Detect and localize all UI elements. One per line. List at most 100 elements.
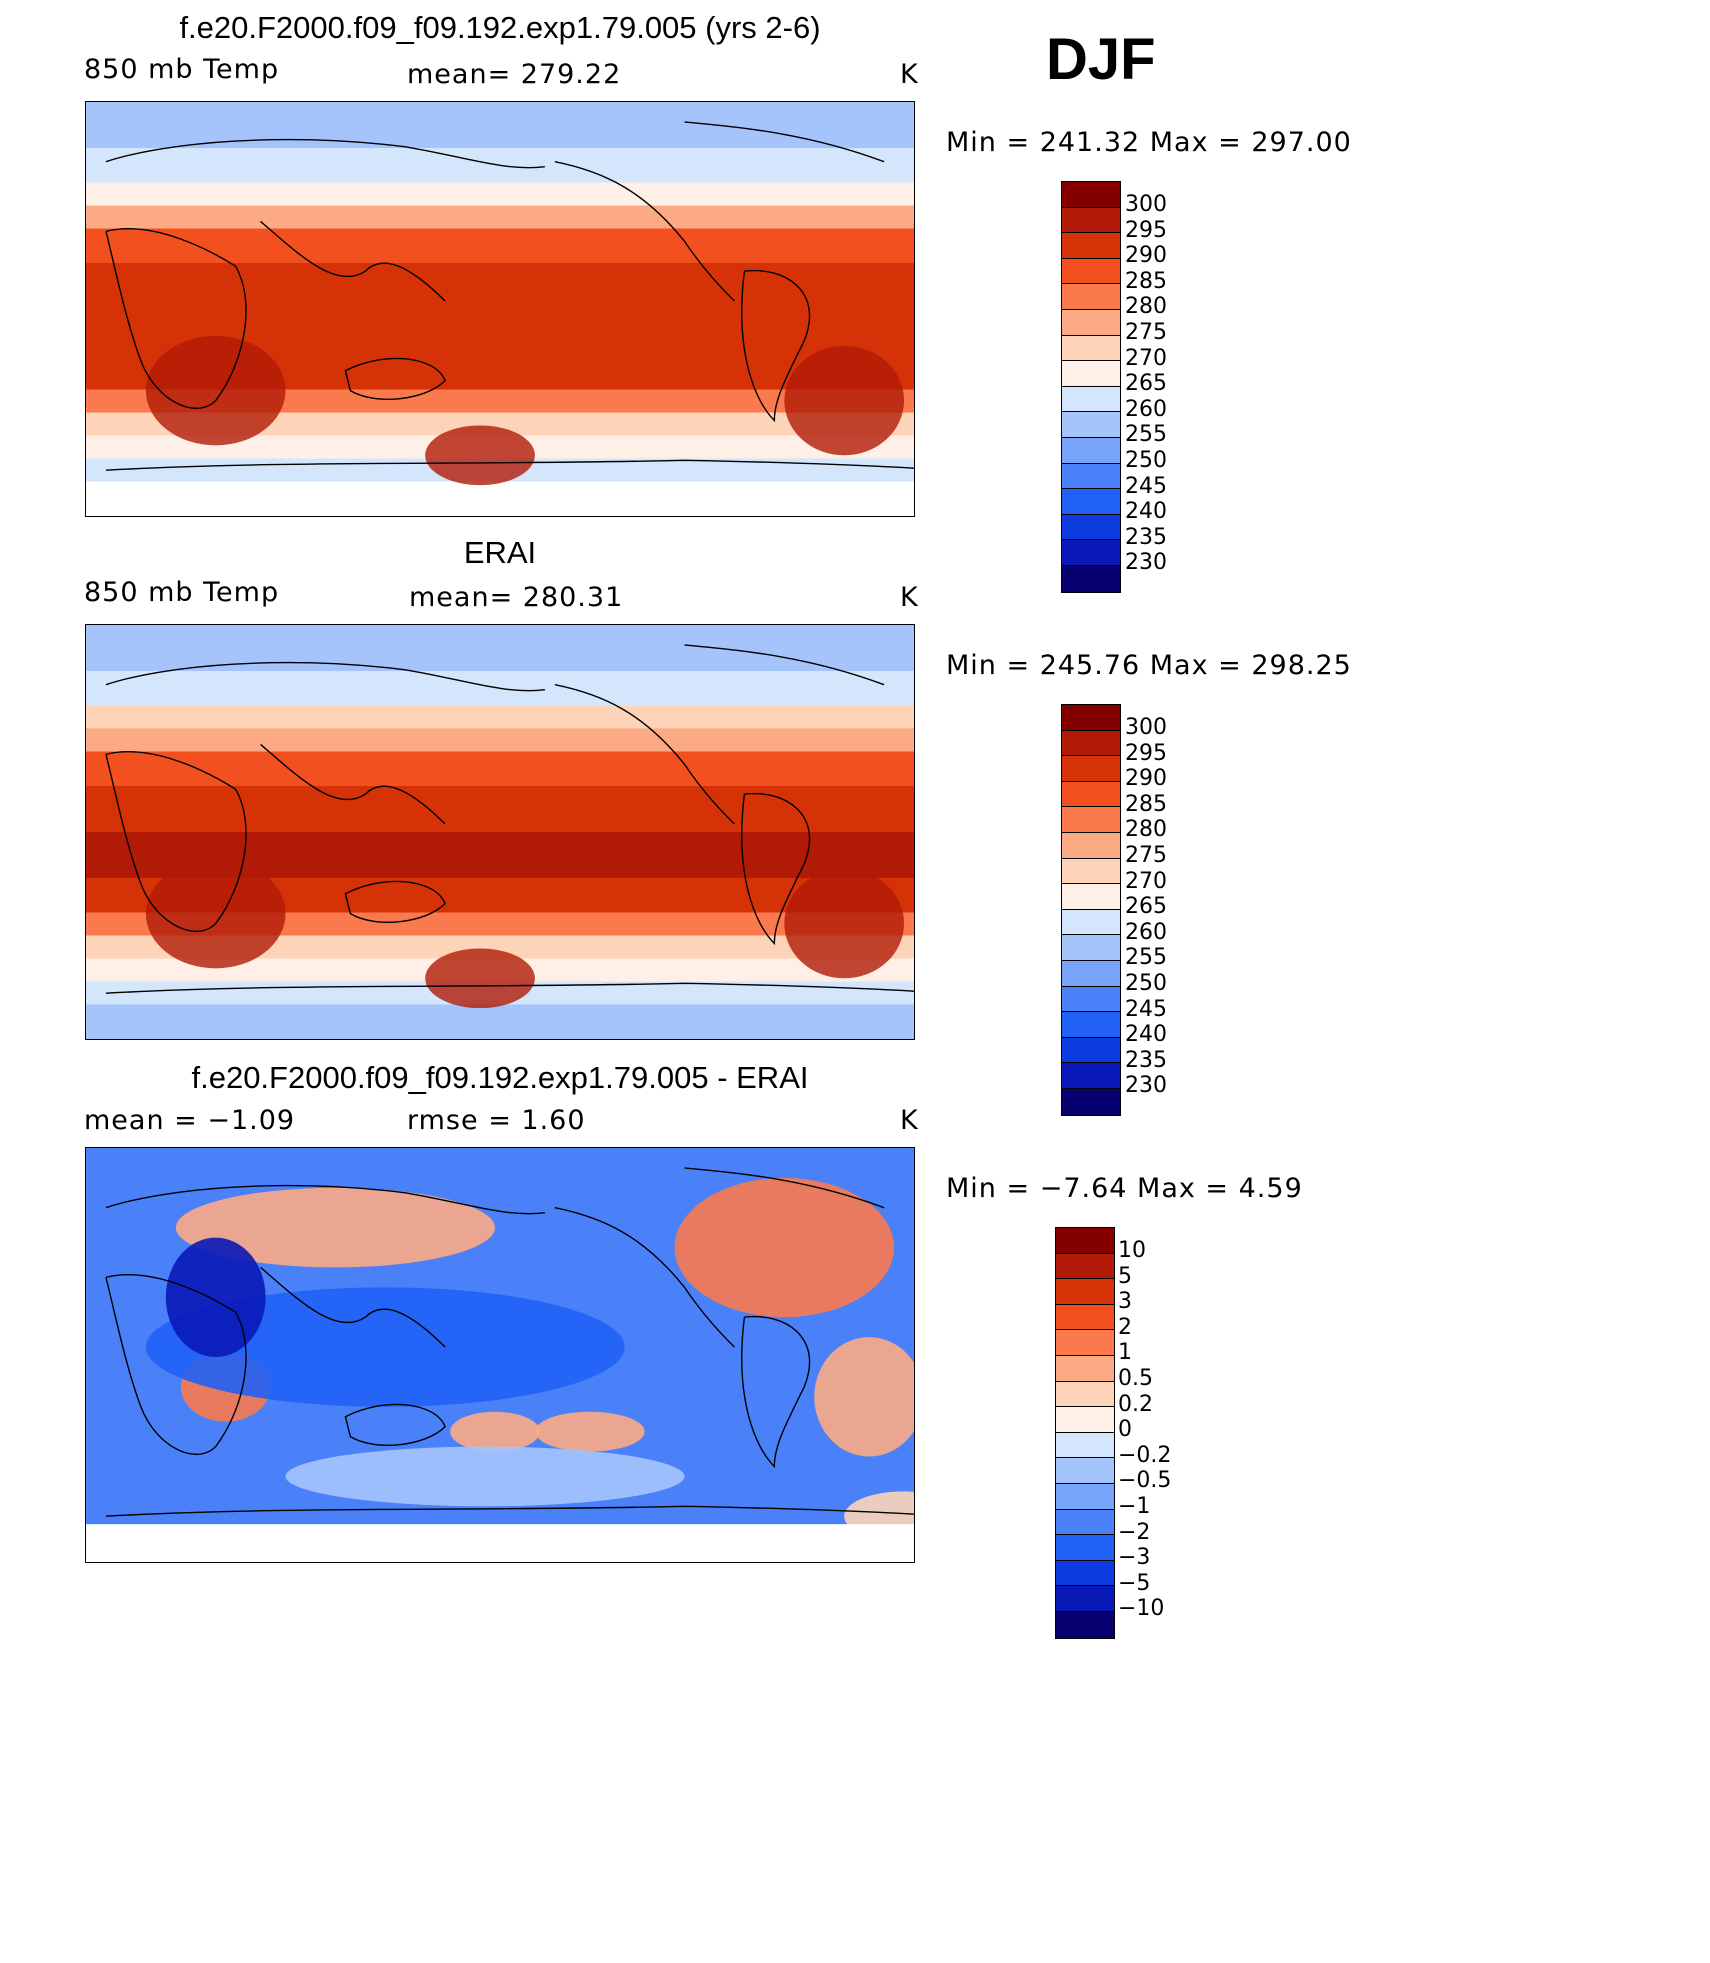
colorbar-tick-label: 235 xyxy=(1125,524,1167,550)
panel3-units: K xyxy=(900,1105,919,1136)
colorbar-tick-label: 285 xyxy=(1125,791,1167,817)
warm-region xyxy=(784,345,905,456)
colorbar-tick-label: 0.5 xyxy=(1118,1365,1153,1391)
missing-data xyxy=(86,1524,914,1562)
panel2-colorbar xyxy=(1061,704,1121,1116)
colorbar-tick-label: 280 xyxy=(1125,817,1167,843)
colorbar-tick-label: 250 xyxy=(1125,447,1167,473)
panel2-map xyxy=(85,624,915,1040)
coast-segment xyxy=(684,1167,885,1209)
temperature-band xyxy=(86,263,914,310)
temperature-band xyxy=(86,705,914,729)
coast-segment xyxy=(344,1403,446,1446)
temperature-band xyxy=(86,625,914,672)
colorbar-tick-label: 255 xyxy=(1125,945,1167,971)
panel2-mean-label: mean= 280.31 xyxy=(409,582,624,613)
temperature-band xyxy=(86,389,914,413)
colorbar-tick-label: −3 xyxy=(1118,1545,1151,1571)
panel3-mean-label: mean = −1.09 xyxy=(84,1105,296,1136)
colorbar-tick-label: 265 xyxy=(1125,371,1167,397)
coast-segment xyxy=(554,161,735,302)
temperature-band xyxy=(86,102,914,149)
panel2-title: ERAI xyxy=(463,535,537,570)
coast-segment xyxy=(344,880,446,923)
colorbar-swatch xyxy=(1062,909,1120,936)
panel3-colorbar-labels: 10 5 3 2 1 0.5 0.2 0 −0.2 −0.5 −1 −2 −3 −5 −10 xyxy=(1118,1238,1171,1622)
panel3-minmax: Min = −7.64 Max = 4.59 xyxy=(946,1173,1303,1204)
colorbar-tick-label: −1 xyxy=(1118,1493,1151,1519)
temperature-band xyxy=(86,935,914,959)
colorbar-swatch xyxy=(1062,233,1120,259)
colorbar-swatch xyxy=(1056,1228,1114,1254)
colorbar-tick-label: 270 xyxy=(1125,345,1167,371)
temperature-band xyxy=(86,205,914,229)
colorbar-swatch xyxy=(1062,986,1120,1013)
colorbar-swatch xyxy=(1062,730,1120,757)
panel1-map xyxy=(85,101,915,517)
colorbar-tick-label: −0.5 xyxy=(1118,1468,1172,1494)
colorbar-tick-label: 5 xyxy=(1118,1263,1132,1289)
colorbar-swatch xyxy=(1056,1355,1114,1382)
coast-segment xyxy=(260,743,446,825)
colorbar-swatch xyxy=(1056,1381,1114,1408)
colorbar-tick-label: 235 xyxy=(1125,1047,1167,1073)
colorbar-tick-label: 230 xyxy=(1125,1073,1167,1099)
colorbar-tick-label: 300 xyxy=(1125,192,1167,217)
panel1-units: K xyxy=(900,59,919,90)
colorbar-tick-label: 1 xyxy=(1118,1340,1132,1366)
colorbar-tick-label: 10 xyxy=(1118,1238,1146,1263)
difference-region xyxy=(145,1287,625,1407)
colorbar-swatch xyxy=(1062,705,1120,731)
temperature-band xyxy=(86,912,914,936)
colorbar-tick-label: 245 xyxy=(1125,996,1167,1022)
colorbar-tick-label: −10 xyxy=(1118,1596,1165,1622)
coastline xyxy=(105,1167,914,1517)
panel1-variable-label: 850 mb Temp xyxy=(84,54,280,85)
colorbar-tick-label: 255 xyxy=(1125,422,1167,448)
panel2-colorbar-labels: 300 295 290 285 280 275 270 265 260 255 250 245 240 2… xyxy=(1125,715,1167,1099)
colorbar-swatch xyxy=(1062,884,1120,910)
temperature-band xyxy=(86,182,914,206)
colorbar-swatch xyxy=(1056,1509,1114,1536)
coast-segment xyxy=(554,684,735,825)
warm-region xyxy=(145,335,286,446)
colorbar-tick-label: 2 xyxy=(1118,1314,1132,1340)
colorbar-swatch xyxy=(1062,182,1120,208)
panel2-units: K xyxy=(900,582,919,613)
coast-segment xyxy=(105,228,247,410)
difference-region xyxy=(175,1187,496,1268)
colorbar-swatch xyxy=(1062,781,1120,808)
colorbar-swatch xyxy=(1056,1330,1114,1356)
panel3-title: f.e20.F2000.f09_f09.192.exp1.79.005 - ER… xyxy=(191,1060,809,1095)
panel3-rmse-label: rmse = 1.60 xyxy=(407,1105,586,1136)
temperature-band xyxy=(86,728,914,752)
panel1-mean-label: mean= 279.22 xyxy=(407,59,622,90)
difference-region xyxy=(534,1411,645,1452)
warm-region xyxy=(784,868,905,979)
colorbar-swatch xyxy=(1062,207,1120,234)
colorbar-swatch xyxy=(1062,540,1120,566)
colorbar-swatch xyxy=(1056,1483,1114,1510)
panel3-colorbar xyxy=(1055,1227,1115,1639)
colorbar-tick-label: 260 xyxy=(1125,396,1167,422)
colorbar-swatch xyxy=(1062,386,1120,413)
warm-region xyxy=(425,425,535,486)
coast-segment xyxy=(105,751,247,933)
colorbar-tick-label: −0.2 xyxy=(1118,1442,1172,1468)
coast-segment xyxy=(684,121,885,163)
coast-segment xyxy=(741,792,811,946)
colorbar-swatch xyxy=(1056,1611,1114,1638)
colorbar-tick-label: 265 xyxy=(1125,894,1167,920)
coast-segment xyxy=(105,138,545,169)
coast-segment xyxy=(105,661,545,692)
colorbar-swatch xyxy=(1056,1279,1114,1305)
colorbar-swatch xyxy=(1062,489,1120,515)
difference-region xyxy=(165,1237,266,1357)
colorbar-swatch xyxy=(1056,1304,1114,1331)
colorbar-swatch xyxy=(1062,1063,1120,1089)
colorbar-tick-label: 260 xyxy=(1125,919,1167,945)
panel1-field xyxy=(86,102,914,516)
warm-region xyxy=(145,858,286,969)
colorbar-tick-label: 295 xyxy=(1125,740,1167,766)
colorbar-swatch xyxy=(1062,463,1120,490)
